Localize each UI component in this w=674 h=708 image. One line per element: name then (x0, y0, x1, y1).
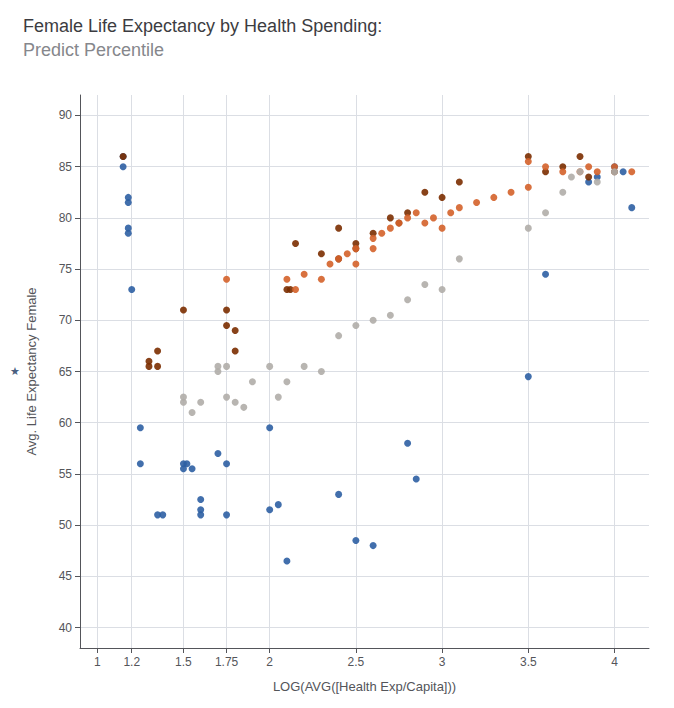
svg-text:1: 1 (94, 655, 101, 669)
svg-text:LOG(AVG([Health Exp/Capita])): LOG(AVG([Health Exp/Capita])) (273, 679, 456, 694)
svg-text:3: 3 (439, 655, 446, 669)
svg-text:★: ★ (10, 365, 20, 377)
svg-text:Predict Percentile: Predict Percentile (23, 40, 164, 60)
svg-text:70: 70 (59, 313, 73, 327)
svg-text:60: 60 (59, 416, 73, 430)
svg-text:55: 55 (59, 467, 73, 481)
svg-text:2.5: 2.5 (348, 655, 365, 669)
svg-text:1.2: 1.2 (123, 655, 140, 669)
svg-text:Avg. Life Expectancy Female: Avg. Life Expectancy Female (24, 287, 39, 455)
svg-text:75: 75 (59, 262, 73, 276)
svg-text:65: 65 (59, 365, 73, 379)
svg-text:Female Life Expectancy by Heal: Female Life Expectancy by Health Spendin… (23, 16, 382, 36)
svg-text:3.5: 3.5 (520, 655, 537, 669)
svg-text:50: 50 (59, 518, 73, 532)
svg-text:2: 2 (266, 655, 273, 669)
svg-text:4: 4 (611, 655, 618, 669)
svg-text:90: 90 (59, 108, 73, 122)
svg-text:1.5: 1.5 (175, 655, 192, 669)
svg-text:40: 40 (59, 621, 73, 635)
svg-text:45: 45 (59, 569, 73, 583)
svg-text:85: 85 (59, 160, 73, 174)
svg-text:80: 80 (59, 211, 73, 225)
svg-text:1.75: 1.75 (215, 655, 239, 669)
